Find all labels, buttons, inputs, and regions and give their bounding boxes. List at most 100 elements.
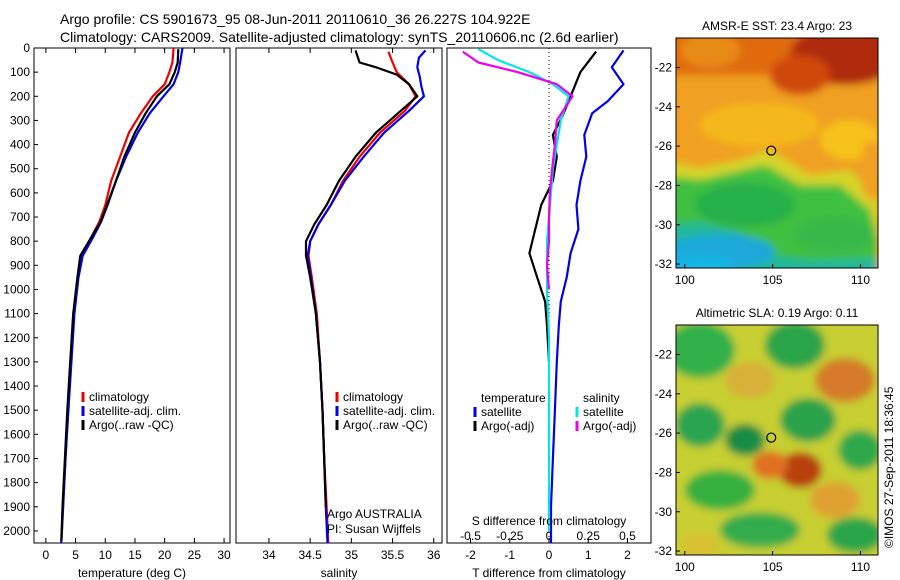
temperature-axes-frame (33, 47, 231, 544)
depth-tick-label: 500 (10, 162, 30, 176)
sst-map-ytick-label: -30 (655, 218, 673, 232)
difference-series-line-2 (477, 48, 570, 531)
temperature-legend-label: satellite (481, 405, 522, 419)
difference-series-line-0 (549, 49, 625, 543)
temperature-xtick-label: 0 (43, 548, 50, 562)
salinity-legend-title: salinity (583, 391, 620, 405)
sla-map-xtick-label: 100 (675, 560, 695, 574)
salinity-xtick-label: 35.5 (381, 548, 405, 562)
sst-map-xtick-label: 105 (763, 273, 783, 287)
sst-field (676, 38, 878, 268)
sla-map-xtick-label: 110 (851, 560, 870, 574)
temperature-difference-xlabel: T difference from climatology (472, 566, 626, 580)
sla-map-ytick-label: -32 (655, 544, 673, 558)
sst-map-frame (675, 37, 879, 269)
salinity-difference-tick-label: 0 (546, 529, 553, 543)
temperature-legend-label: Argo(..raw -QC) (89, 418, 174, 432)
depth-tick-label: 1300 (3, 355, 30, 369)
temperature-series-line-2 (60, 49, 180, 541)
sst-map-title: AMSR-E SST: 23.4 Argo: 23 (702, 19, 852, 33)
temperature-xlabel: temperature (deg C) (78, 566, 186, 580)
sst-map-xtick-label: 110 (851, 273, 870, 287)
depth-tick-label: 900 (10, 258, 30, 272)
temperature-xtick-label: 30 (217, 548, 231, 562)
depth-tick-label: 100 (10, 65, 30, 79)
difference-series-line-3 (462, 50, 574, 290)
salinity-difference-tick-label: -0.5 (460, 529, 481, 543)
difference-xtick-label: -2 (465, 548, 476, 562)
sla-map-ytick-label: -28 (655, 465, 673, 479)
salinity-difference-tick-label: 0.5 (619, 529, 636, 543)
temperature-legend-label: Argo(-adj) (481, 419, 534, 433)
difference-xtick-label: 0 (546, 548, 553, 562)
temperature-xtick-label: 15 (128, 548, 142, 562)
salinity-xlabel: salinity (321, 566, 358, 580)
difference-series-line-1 (528, 50, 597, 362)
depth-tick-label: 400 (10, 138, 30, 152)
salinity-difference-tick-label: 0.25 (577, 529, 601, 543)
sla-map-panel: Altimetric SLA: 0.19 Argo: 0.11 (655, 306, 879, 574)
sla-map-ytick-label: -22 (655, 347, 673, 361)
depth-tick-label: 1400 (3, 379, 30, 393)
depth-tick-label: 1900 (3, 500, 30, 514)
difference-xtick-label: 1 (585, 548, 592, 562)
salinity-plot: 34 34.5 35 35.5 36 climatologysatellite-adj. … (262, 48, 441, 562)
depth-tick-label: 1700 (3, 451, 30, 465)
sst-map-axes: 100 105 110 -22 -24 -26 -28 -30 -32 (655, 60, 871, 287)
depth-tick-label: 300 (10, 113, 30, 127)
salinity-panel: 34 34.5 35 35.5 36 climatologysatellite-adj. … (235, 47, 443, 580)
sst-map-ytick-label: -32 (655, 257, 673, 271)
sst-map-ytick-label: -24 (655, 100, 673, 114)
salinity-legend-label: Argo(-adj) (583, 419, 636, 433)
difference-xtick-label: 2 (624, 548, 631, 562)
sla-map-ytick-label: -26 (655, 426, 673, 440)
temperature-xtick-label: 20 (158, 548, 172, 562)
sla-map-axes: 100 105 110 -22 -24 -26 -28 -30 -32 (655, 347, 871, 574)
sst-argo-location-marker (766, 145, 777, 156)
salinity-difference-tick-label: -0.25 (496, 529, 524, 543)
sla-map-ytick-label: -24 (655, 387, 673, 401)
salinity-xtick-label: 36 (427, 548, 441, 562)
salinity-xtick-label: 34.5 (298, 548, 322, 562)
depth-tick-label: 0 (23, 41, 30, 55)
depth-tick-label: 2000 (3, 524, 30, 538)
sst-map-ytick-label: -28 (655, 178, 673, 192)
salinity-legend-label: satellite (583, 405, 624, 419)
temperature-series-line-1 (60, 47, 184, 544)
salinity-legend-label: climatology (343, 390, 403, 404)
sst-map-panel: AMSR-E SST: 23.4 Argo: 23 100 105 (655, 19, 879, 287)
salinity-difference-title: S difference from climatology (472, 514, 627, 528)
sla-map-frame (675, 324, 879, 556)
depth-tick-label: 1000 (3, 282, 30, 296)
temperature-xtick-label: 10 (99, 548, 113, 562)
sla-argo-location-marker (766, 432, 777, 443)
figure-subtitle: Climatology: CARS2009. Satellite-adjuste… (60, 29, 618, 45)
difference-xtick-label: -1 (504, 548, 515, 562)
depth-tick-label: 1500 (3, 403, 30, 417)
salinity-series-line-2 (304, 50, 419, 507)
salinity-legend-label: Argo(..raw -QC) (343, 418, 428, 432)
sst-map-xtick-label: 100 (675, 273, 695, 287)
sla-map-title: Altimetric SLA: 0.19 Argo: 0.11 (696, 306, 859, 320)
salinity-axes-frame (235, 47, 443, 544)
salinity-xtick-label: 35 (345, 548, 359, 562)
principal-investigator-label: PI: Susan Wijffels (327, 522, 421, 536)
argo-program-label: Argo AUSTRALIA (327, 507, 422, 521)
difference-panel: -2 -1 0 1 2 -0.5 -0.25 0 0.25 0.5 temperature salin… (446, 47, 652, 580)
depth-tick-label: 800 (10, 234, 30, 248)
sst-map-ytick-label: -22 (655, 60, 673, 74)
sla-field (676, 325, 878, 555)
depth-tick-label: 700 (10, 210, 30, 224)
temperature-xtick-label: 5 (72, 548, 79, 562)
depth-tick-label: 1100 (4, 307, 30, 321)
temperature-xtick-label: 25 (188, 548, 202, 562)
temperature-plot: 0 5 10 15 20 25 300100200300400500600700800900… (3, 41, 231, 562)
sla-map-xtick-label: 105 (763, 560, 783, 574)
figure-title: Argo profile: CS 5901673_95 08-Jun-2011 … (60, 11, 530, 27)
temperature-legend-title: temperature (481, 391, 546, 405)
salinity-xtick-label: 34 (262, 548, 276, 562)
salinity-legend-label: satellite-adj. clim. (343, 404, 435, 418)
depth-tick-label: 1800 (3, 476, 30, 490)
temperature-panel: 0 5 10 15 20 25 300100200300400500600700800900… (3, 41, 231, 580)
